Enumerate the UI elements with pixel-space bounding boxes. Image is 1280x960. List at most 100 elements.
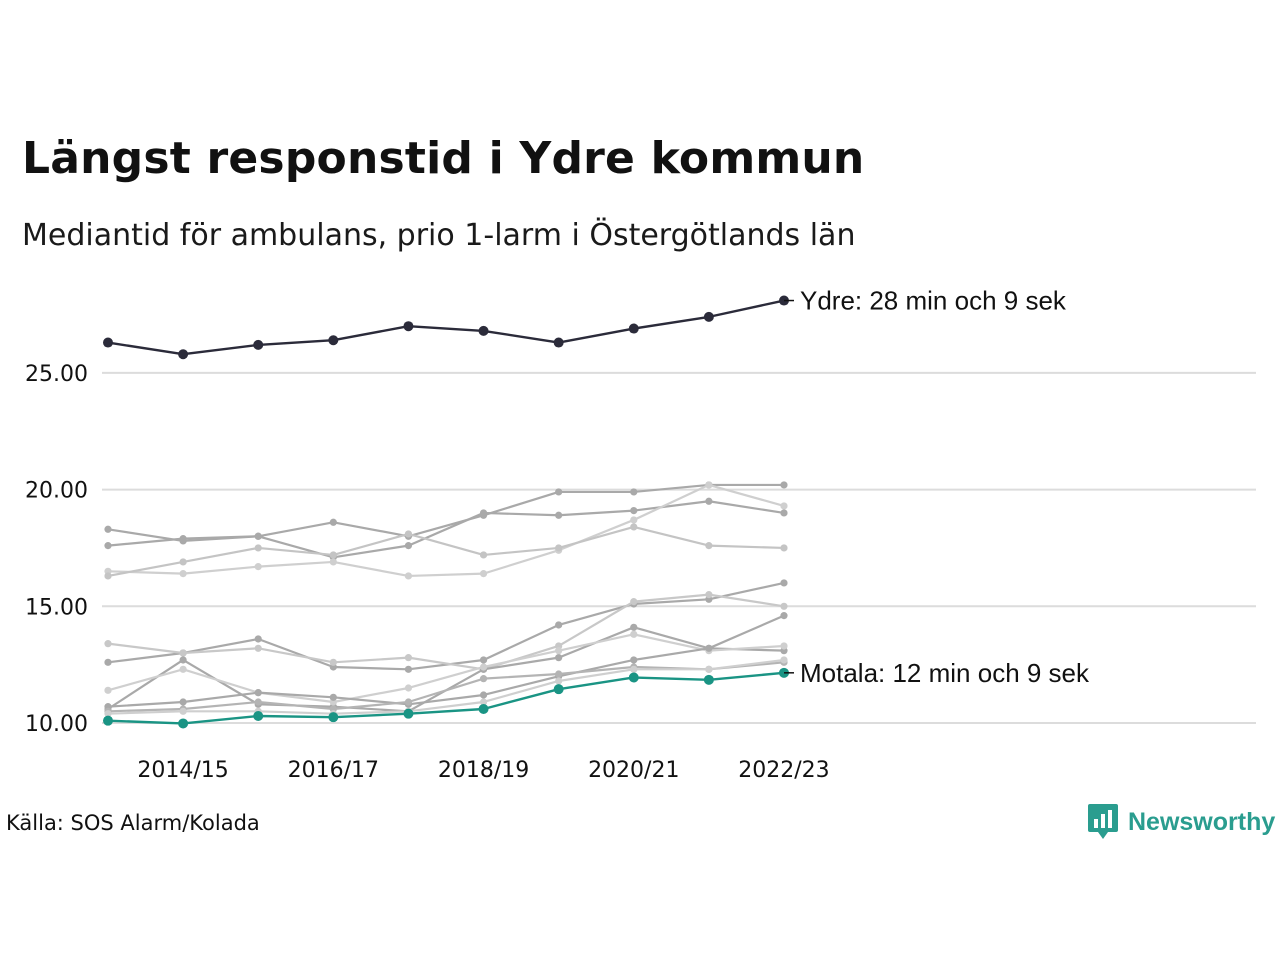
background-series-point [705, 497, 713, 505]
background-series-line [107, 500, 785, 559]
x-tick-label: 2014/15 [137, 758, 228, 783]
background-series-point [479, 691, 488, 699]
background-series-point [329, 693, 337, 701]
background-series-point [254, 635, 262, 643]
motala-series-point [403, 708, 414, 719]
source-note: Källa: SOS Alarm/Kolada [6, 811, 260, 835]
background-series-point [479, 656, 488, 664]
background-series-point [630, 523, 638, 531]
background-series-point [179, 570, 187, 578]
background-series-point [404, 530, 413, 538]
background-series-point [705, 644, 713, 652]
y-tick-label: 10.00 [25, 712, 88, 737]
background-series-point [404, 665, 413, 673]
background-series-point [555, 670, 563, 678]
motala-series-point [178, 718, 189, 729]
background-series-point [254, 644, 262, 652]
background-series-line [107, 633, 785, 704]
background-series-point [479, 570, 488, 578]
background-series-point [555, 544, 563, 552]
ydre-series-point [328, 335, 339, 346]
motala-series-end-label: Motala: 12 min och 9 sek [800, 658, 1090, 688]
background-series-point [179, 707, 187, 715]
background-series-line [107, 614, 785, 708]
background-series-point [104, 542, 112, 550]
chart-title: Längst responstid i Ydre kommun [22, 133, 865, 184]
ydre-series-point [628, 323, 639, 334]
background-series-point [780, 502, 788, 510]
background-series-point [780, 544, 788, 552]
background-series-point [705, 542, 713, 550]
background-series-point [254, 698, 262, 706]
background-series-point [630, 516, 638, 524]
ydre-series-line [107, 299, 785, 356]
ydre-series-point [178, 349, 189, 360]
x-tick-label: 2016/17 [288, 758, 379, 783]
y-tick-label: 15.00 [25, 595, 88, 620]
background-series-point [329, 551, 337, 559]
background-series-line [107, 483, 785, 578]
background-series-point [479, 698, 488, 706]
background-series-point [104, 658, 112, 666]
background-series-point [104, 572, 112, 580]
label-layer: 10.00 15.00 20.00 25.00 2014/15 2016/17 2018/1… [25, 286, 1090, 783]
background-series-point [329, 518, 337, 526]
ydre-series-point [553, 337, 564, 348]
ydre-series-point [103, 337, 113, 348]
ydre-series-point [478, 325, 489, 336]
motala-series-point [253, 710, 264, 721]
background-series-point [479, 675, 488, 683]
background-series-line [107, 593, 785, 671]
background-series-point [104, 640, 112, 648]
background-series-point [179, 558, 187, 566]
background-series-point [404, 572, 413, 580]
background-series-point [555, 511, 563, 519]
motala-series-point [103, 715, 113, 726]
newsworthy-logo-icon [1088, 804, 1118, 839]
background-series-point [780, 579, 788, 587]
grid-layer [102, 371, 1256, 724]
motala-series-point [328, 712, 339, 723]
background-series-layer [104, 481, 788, 718]
background-series-point [254, 563, 262, 571]
background-series-point [179, 656, 187, 664]
background-series-point [104, 525, 112, 533]
background-series-point [630, 656, 638, 664]
background-series-point [179, 698, 187, 706]
x-tick-label: 2020/21 [588, 758, 679, 783]
x-tick-label: 2018/19 [438, 758, 529, 783]
background-series-point [780, 602, 788, 610]
background-series-point [780, 642, 788, 650]
brand-logo[interactable]: Newsworthy [1088, 804, 1275, 840]
background-series-point [329, 658, 337, 666]
background-series-point [479, 663, 488, 671]
background-series-point [780, 612, 788, 620]
background-series-point [254, 532, 262, 540]
y-tick-label: 20.00 [25, 479, 88, 504]
motala-series-point [478, 703, 489, 714]
ydre-series-point [403, 321, 414, 332]
background-series-point [479, 551, 488, 559]
background-series-point [555, 677, 563, 685]
background-series-point [329, 558, 337, 566]
background-series-point [179, 535, 187, 543]
background-series-point [104, 686, 112, 694]
motala-series-point [703, 674, 714, 685]
background-series-point [104, 710, 112, 718]
motala-series-line [107, 671, 785, 725]
background-series-point [254, 689, 262, 697]
background-series-point [630, 507, 638, 515]
background-series-point [404, 698, 413, 706]
background-series-point [630, 665, 638, 673]
motala-series-point [628, 672, 639, 683]
background-series-line [107, 661, 785, 713]
ydre-series-point [253, 339, 264, 350]
background-series-point [555, 488, 563, 496]
background-series-point [555, 647, 563, 655]
background-series-point [179, 665, 187, 673]
background-series-point [404, 654, 413, 662]
brand-name: Newsworthy [1128, 807, 1276, 836]
background-series-line [107, 483, 784, 547]
background-series-point [780, 481, 788, 489]
